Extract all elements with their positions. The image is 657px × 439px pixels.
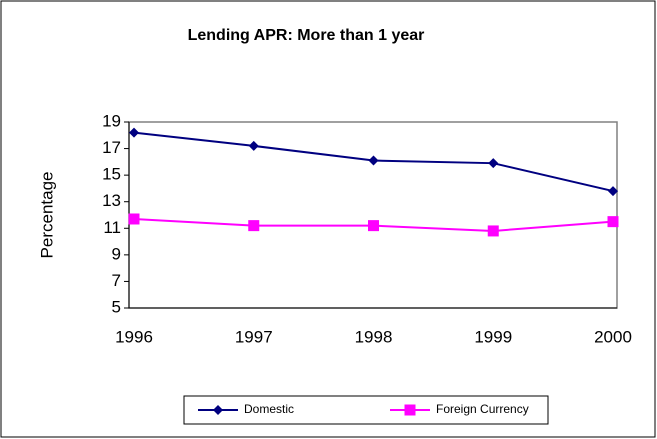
data-point (129, 127, 139, 138)
data-point (128, 213, 140, 225)
y-tick-label: 13 (102, 191, 121, 210)
y-tick-label: 11 (103, 218, 121, 237)
x-tick-label: 1996 (115, 327, 153, 346)
y-axis-label: Percentage (37, 172, 56, 259)
x-tick-label: 1997 (235, 327, 273, 346)
data-point (248, 220, 260, 232)
chart-title: Lending APR: More than 1 year (188, 27, 425, 44)
data-point (368, 220, 379, 232)
legend-label: Foreign Currency (436, 402, 529, 416)
x-tick-label: 1998 (355, 327, 393, 346)
data-point (487, 225, 499, 237)
y-tick-label: 5 (112, 297, 121, 316)
x-tick-label: 2000 (594, 327, 632, 346)
plot-area (128, 121, 618, 309)
data-point (488, 158, 499, 169)
y-tick-label: 17 (102, 138, 121, 157)
legend-marker (404, 404, 416, 416)
y-tick-label: 19 (102, 111, 121, 130)
data-point (608, 186, 618, 197)
data-point (368, 155, 379, 166)
legend-box (183, 395, 549, 425)
legend-label: Domestic (244, 402, 294, 416)
y-tick-label: 9 (112, 244, 121, 263)
x-tick-label: 1999 (474, 327, 512, 346)
data-point (607, 216, 619, 228)
y-tick-label: 7 (112, 271, 121, 290)
data-point (248, 140, 259, 151)
legend-marker (213, 405, 223, 415)
y-tick-label: 15 (102, 165, 121, 184)
